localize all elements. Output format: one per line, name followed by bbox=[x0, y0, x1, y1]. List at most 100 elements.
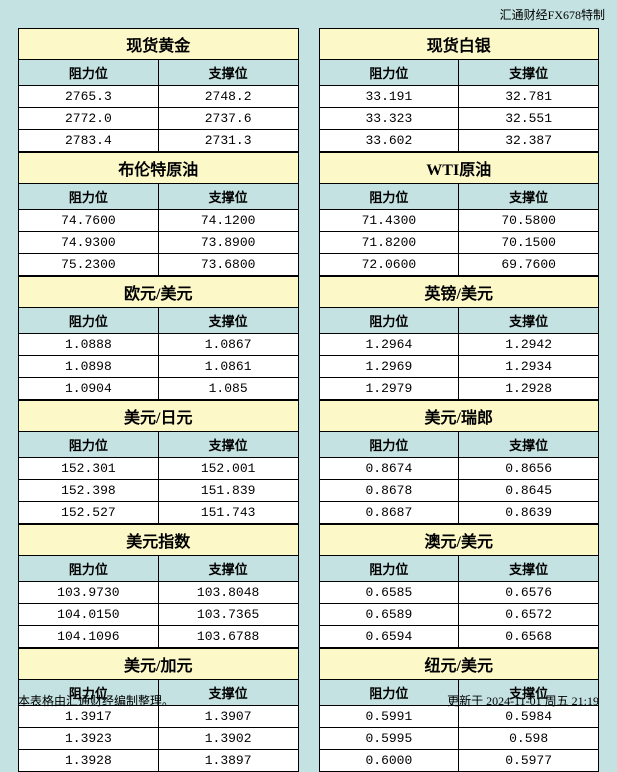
table-row: 2783.42731.3 bbox=[19, 130, 299, 152]
support-value: 2737.6 bbox=[158, 108, 298, 130]
resistance-value: 71.4300 bbox=[319, 210, 459, 232]
resistance-header: 阻力位 bbox=[319, 184, 459, 210]
table-columns: 现货黄金阻力位支撑位2765.32748.22772.02737.62783.4… bbox=[0, 0, 617, 772]
support-value: 73.8900 bbox=[158, 232, 298, 254]
instrument-block: 现货黄金阻力位支撑位2765.32748.22772.02737.62783.4… bbox=[18, 28, 299, 152]
support-value: 32.781 bbox=[459, 86, 599, 108]
levels-table: 阻力位支撑位103.9730103.8048104.0150103.736510… bbox=[18, 555, 299, 648]
instrument-block: 布伦特原油阻力位支撑位74.760074.120074.930073.89007… bbox=[18, 152, 299, 276]
support-header: 支撑位 bbox=[158, 556, 298, 582]
resistance-value: 1.2979 bbox=[319, 378, 459, 400]
table-row: 1.39231.3902 bbox=[19, 728, 299, 750]
instrument-title: 布伦特原油 bbox=[18, 152, 299, 184]
resistance-value: 1.3923 bbox=[19, 728, 159, 750]
table-row: 104.1096103.6788 bbox=[19, 626, 299, 648]
resistance-header: 阻力位 bbox=[319, 432, 459, 458]
support-value: 0.8656 bbox=[459, 458, 599, 480]
levels-table: 阻力位支撑位1.29641.29421.29691.29341.29791.29… bbox=[319, 307, 600, 400]
table-row: 1.08981.0861 bbox=[19, 356, 299, 378]
table-row: 1.29691.2934 bbox=[319, 356, 599, 378]
support-value: 73.6800 bbox=[158, 254, 298, 276]
levels-table: 阻力位支撑位2765.32748.22772.02737.62783.42731… bbox=[18, 59, 299, 152]
support-value: 70.5800 bbox=[459, 210, 599, 232]
resistance-value: 1.2969 bbox=[319, 356, 459, 378]
resistance-value: 103.9730 bbox=[19, 582, 159, 604]
instrument-title: 英镑/美元 bbox=[319, 276, 600, 308]
support-header: 支撑位 bbox=[158, 184, 298, 210]
resistance-value: 0.5995 bbox=[319, 728, 459, 750]
resistance-header: 阻力位 bbox=[319, 556, 459, 582]
levels-table: 阻力位支撑位33.19132.78133.32332.55133.60232.3… bbox=[319, 59, 600, 152]
resistance-header: 阻力位 bbox=[19, 556, 159, 582]
instrument-block: 美元/瑞郎阻力位支撑位0.86740.86560.86780.86450.868… bbox=[319, 400, 600, 524]
resistance-value: 0.8678 bbox=[319, 480, 459, 502]
table-row: 74.930073.8900 bbox=[19, 232, 299, 254]
resistance-value: 74.7600 bbox=[19, 210, 159, 232]
resistance-value: 0.6594 bbox=[319, 626, 459, 648]
support-value: 1.3897 bbox=[158, 750, 298, 772]
support-value: 2748.2 bbox=[158, 86, 298, 108]
table-row: 0.65890.6572 bbox=[319, 604, 599, 626]
support-header: 支撑位 bbox=[459, 556, 599, 582]
table-row: 103.9730103.8048 bbox=[19, 582, 299, 604]
levels-table: 阻力位支撑位152.301152.001152.398151.839152.52… bbox=[18, 431, 299, 524]
instrument-block: 美元/加元阻力位支撑位1.39171.39071.39231.39021.392… bbox=[18, 648, 299, 772]
support-value: 103.8048 bbox=[158, 582, 298, 604]
table-row: 2765.32748.2 bbox=[19, 86, 299, 108]
instrument-title: 现货黄金 bbox=[18, 28, 299, 60]
footer: 本表格由汇通财经编制整理。 更新于 2024-11-01 周五 21:19 bbox=[18, 692, 599, 709]
resistance-value: 152.398 bbox=[19, 480, 159, 502]
resistance-value: 0.8687 bbox=[319, 502, 459, 524]
instrument-block: 英镑/美元阻力位支撑位1.29641.29421.29691.29341.297… bbox=[319, 276, 600, 400]
resistance-value: 0.6589 bbox=[319, 604, 459, 626]
support-value: 151.743 bbox=[158, 502, 298, 524]
resistance-value: 2783.4 bbox=[19, 130, 159, 152]
table-row: 152.301152.001 bbox=[19, 458, 299, 480]
table-row: 71.430070.5800 bbox=[319, 210, 599, 232]
resistance-value: 0.8674 bbox=[319, 458, 459, 480]
table-row: 0.86870.8639 bbox=[319, 502, 599, 524]
table-row: 0.86780.8645 bbox=[319, 480, 599, 502]
support-value: 1.2934 bbox=[459, 356, 599, 378]
levels-table: 阻力位支撑位74.760074.120074.930073.890075.230… bbox=[18, 183, 299, 276]
support-value: 0.8645 bbox=[459, 480, 599, 502]
table-row: 0.60000.5977 bbox=[319, 750, 599, 772]
instrument-title: WTI原油 bbox=[319, 152, 600, 184]
support-value: 151.839 bbox=[158, 480, 298, 502]
instrument-title: 美元指数 bbox=[18, 524, 299, 556]
footer-updated: 更新于 2024-11-01 周五 21:19 bbox=[447, 692, 599, 709]
resistance-header: 阻力位 bbox=[319, 308, 459, 334]
table-row: 1.08881.0867 bbox=[19, 334, 299, 356]
resistance-value: 33.602 bbox=[319, 130, 459, 152]
support-header: 支撑位 bbox=[158, 432, 298, 458]
resistance-value: 33.191 bbox=[319, 86, 459, 108]
watermark-text: 汇通财经FX678特制 bbox=[500, 6, 605, 23]
support-value: 1.2942 bbox=[459, 334, 599, 356]
levels-table: 阻力位支撑位1.08881.08671.08981.08611.09041.08… bbox=[18, 307, 299, 400]
resistance-value: 1.0898 bbox=[19, 356, 159, 378]
support-value: 103.6788 bbox=[158, 626, 298, 648]
table-row: 75.230073.6800 bbox=[19, 254, 299, 276]
right-column: 现货白银阻力位支撑位33.19132.78133.32332.55133.602… bbox=[319, 28, 600, 772]
resistance-value: 1.3928 bbox=[19, 750, 159, 772]
instrument-block: 美元/日元阻力位支撑位152.301152.001152.398151.8391… bbox=[18, 400, 299, 524]
levels-table: 阻力位支撑位0.86740.86560.86780.86450.86870.86… bbox=[319, 431, 600, 524]
support-value: 0.598 bbox=[459, 728, 599, 750]
resistance-header: 阻力位 bbox=[19, 184, 159, 210]
support-header: 支撑位 bbox=[459, 60, 599, 86]
instrument-title: 美元/瑞郎 bbox=[319, 400, 600, 432]
support-value: 2731.3 bbox=[158, 130, 298, 152]
table-row: 33.19132.781 bbox=[319, 86, 599, 108]
support-value: 0.5977 bbox=[459, 750, 599, 772]
instrument-block: 美元指数阻力位支撑位103.9730103.8048104.0150103.73… bbox=[18, 524, 299, 648]
support-value: 0.8639 bbox=[459, 502, 599, 524]
resistance-header: 阻力位 bbox=[19, 432, 159, 458]
instrument-block: 澳元/美元阻力位支撑位0.65850.65760.65890.65720.659… bbox=[319, 524, 600, 648]
table-row: 74.760074.1200 bbox=[19, 210, 299, 232]
table-row: 0.65850.6576 bbox=[319, 582, 599, 604]
support-value: 32.551 bbox=[459, 108, 599, 130]
resistance-value: 104.0150 bbox=[19, 604, 159, 626]
support-header: 支撑位 bbox=[158, 60, 298, 86]
resistance-value: 152.301 bbox=[19, 458, 159, 480]
support-value: 1.3902 bbox=[158, 728, 298, 750]
